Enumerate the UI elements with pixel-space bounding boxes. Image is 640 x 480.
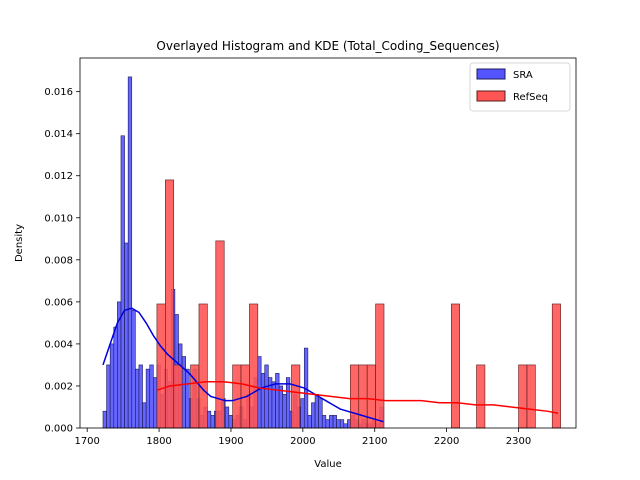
x-tick-label: 2000 — [290, 436, 315, 447]
refseq-bar — [450, 303, 460, 429]
sra-bar — [224, 406, 230, 429]
sra-bar — [127, 76, 133, 429]
sra-bar — [106, 364, 111, 429]
x-tick-label: 1700 — [74, 436, 99, 447]
refseq-bar — [165, 179, 175, 429]
sra-bar — [138, 364, 143, 429]
sra-bar — [210, 415, 215, 429]
y-tick-label: 0.012 — [44, 171, 73, 182]
refseq-kde-line — [156, 381, 559, 415]
legend-label-sra: SRA — [513, 70, 533, 81]
sra-bar — [145, 368, 151, 429]
sra-bar — [185, 368, 190, 429]
sra-bar — [131, 309, 136, 429]
refseq-bar — [156, 303, 166, 429]
sra-bar — [339, 419, 345, 429]
sra-bar — [135, 368, 140, 429]
legend-swatch-refseq — [476, 90, 506, 102]
sra-bar — [260, 373, 266, 429]
refseq-bar — [526, 364, 536, 429]
sra-bar — [329, 415, 334, 429]
sra-bar — [343, 423, 348, 429]
sra-bar — [142, 402, 147, 429]
y-axis: 0.000 0.002 0.004 0.006 0.008 0.010 0.012 0.014… — [44, 87, 80, 435]
sra-bar — [109, 343, 115, 429]
sra-bar — [318, 398, 323, 429]
refseq-bar — [249, 303, 259, 429]
y-tick-label: 0.004 — [44, 339, 73, 350]
refseq-bar — [476, 364, 486, 429]
y-tick-label: 0.000 — [44, 424, 73, 435]
sra-bar — [282, 394, 287, 429]
sra-bar — [102, 410, 107, 429]
x-axis-label: Value — [314, 459, 341, 470]
sra-bar — [206, 410, 212, 429]
x-tick-label: 2300 — [506, 436, 531, 447]
sra-bar — [149, 364, 154, 429]
sra-bar — [124, 242, 129, 429]
x-tick-label: 2200 — [434, 436, 459, 447]
refseq-bar — [518, 364, 528, 429]
refseq-bar — [350, 364, 360, 429]
sra-bar — [286, 377, 291, 429]
sra-bar — [307, 415, 312, 429]
refseq-bar — [291, 364, 301, 429]
sra-bar — [311, 402, 316, 429]
legend-label-refseq: RefSeq — [513, 92, 548, 103]
y-tick-label: 0.016 — [44, 87, 73, 98]
y-axis-label: Density — [14, 224, 25, 262]
sra-bar — [120, 135, 125, 429]
refseq-bar — [173, 364, 183, 429]
refseq-bar — [358, 364, 368, 429]
y-tick-label: 0.010 — [44, 213, 73, 224]
x-tick-label: 1900 — [218, 436, 243, 447]
refseq-bar — [198, 303, 208, 429]
legend-swatch-sra — [476, 68, 506, 80]
sra-kde-line — [102, 307, 384, 423]
sra-bar — [325, 419, 330, 429]
y-tick-label: 0.008 — [44, 255, 73, 266]
x-tick-label: 2100 — [362, 436, 387, 447]
refseq-bar — [551, 303, 561, 429]
sra-bar — [336, 419, 341, 429]
y-tick-label: 0.014 — [44, 129, 73, 140]
sra-bar — [153, 377, 158, 429]
sra-bar — [321, 415, 327, 429]
sra-bar — [275, 373, 280, 429]
sra-bar — [228, 415, 233, 429]
y-tick-label: 0.002 — [44, 381, 73, 392]
chart-title: Overlayed Histogram and KDE (Total_Codin… — [156, 39, 499, 53]
refseq-bar — [375, 303, 385, 429]
x-tick-label: 1800 — [146, 436, 171, 447]
legend: SRA RefSeq — [469, 62, 571, 112]
refseq-bar — [232, 364, 242, 429]
x-axis: 1700 1800 1900 2000 2100 2200 2300 — [74, 428, 531, 447]
refseq-bar — [190, 364, 200, 429]
y-tick-label: 0.006 — [44, 297, 73, 308]
sra-bar — [278, 385, 284, 429]
plot-frame — [79, 57, 577, 429]
sra-bar — [314, 394, 319, 429]
sra-bar — [300, 398, 305, 429]
sra-bar — [113, 326, 118, 429]
sra-bar — [332, 415, 337, 429]
sra-bar — [264, 364, 269, 429]
sra-bar — [271, 381, 276, 429]
